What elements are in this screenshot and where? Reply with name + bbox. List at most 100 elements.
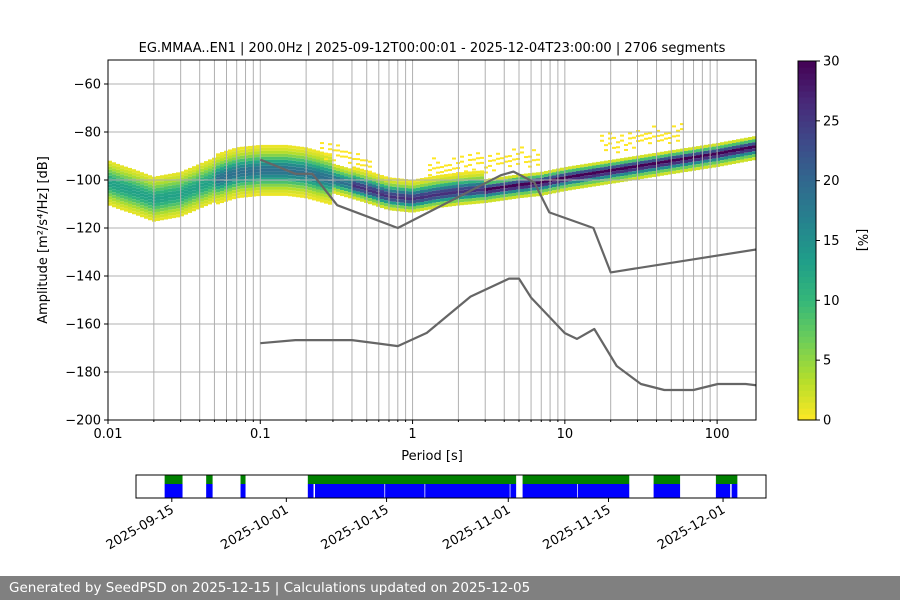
heatmap-cell <box>260 183 264 187</box>
heatmap-cell <box>656 158 660 162</box>
heatmap-cell <box>516 174 520 178</box>
heatmap-cell <box>420 202 424 206</box>
heatmap-cell <box>360 159 364 162</box>
heatmap-cell <box>108 187 112 191</box>
heatmap-cell <box>512 196 516 200</box>
heatmap-cell <box>628 171 632 175</box>
heatmap-cell <box>312 185 316 189</box>
heatmap-cell <box>256 148 260 152</box>
heatmap-cell <box>432 175 436 179</box>
heatmap-cell <box>476 194 480 198</box>
heatmap-cell <box>240 146 244 150</box>
heatmap-cell <box>388 177 392 181</box>
heatmap-cell <box>656 170 660 174</box>
heatmap-cell <box>296 185 300 189</box>
heatmap-cell <box>432 202 436 206</box>
heatmap-cell <box>340 155 344 158</box>
heatmap-cell <box>380 181 384 185</box>
heatmap-cell <box>640 163 644 167</box>
heatmap-cell <box>476 191 480 195</box>
heatmap-cell <box>124 187 128 191</box>
heatmap-cell <box>612 165 616 169</box>
heatmap-cell <box>292 166 296 170</box>
colorbar-swatch <box>798 390 816 397</box>
heatmap-cell <box>436 161 440 164</box>
heatmap-cell <box>572 177 576 181</box>
heatmap-cell <box>332 172 336 176</box>
heatmap-cell <box>300 167 304 171</box>
heatmap-cell <box>236 180 240 184</box>
heatmap-cell <box>300 179 304 183</box>
heatmap-cell <box>164 216 168 220</box>
heatmap-cell <box>448 176 452 180</box>
heatmap-cell <box>180 198 184 202</box>
heatmap-cell <box>184 202 188 206</box>
heatmap-cell <box>172 206 176 210</box>
heatmap-cell <box>648 165 652 169</box>
heatmap-cell <box>264 171 268 175</box>
heatmap-cell <box>116 205 120 209</box>
heatmap-cell <box>120 195 124 199</box>
heatmap-cell <box>364 164 368 167</box>
heatmap-cell <box>276 186 280 190</box>
heatmap-cell <box>496 152 500 155</box>
heatmap-cell <box>384 188 388 192</box>
heatmap-cell <box>656 134 660 137</box>
heatmap-cell <box>144 215 148 219</box>
heatmap-cell <box>640 166 644 170</box>
heatmap-cell <box>552 181 556 185</box>
heatmap-cell <box>328 148 332 151</box>
heatmap-cell <box>156 190 160 194</box>
heatmap-cell <box>468 186 472 190</box>
heatmap-cell <box>192 196 196 200</box>
heatmap-cell <box>480 176 484 180</box>
heatmap-cell <box>744 137 748 141</box>
heatmap-cell <box>680 157 684 161</box>
heatmap-cell <box>232 154 236 158</box>
heatmap-cell <box>160 199 164 203</box>
heatmap-cell <box>580 173 584 177</box>
heatmap-cell <box>380 205 384 209</box>
heatmap-cell <box>392 198 396 202</box>
heatmap-cell <box>440 183 444 187</box>
heatmap-cell <box>416 208 420 212</box>
heatmap-cell <box>500 197 504 201</box>
heatmap-cell <box>112 201 116 205</box>
heatmap-cell <box>236 189 240 193</box>
heatmap-cell <box>368 165 372 168</box>
heatmap-cell <box>464 183 468 187</box>
heatmap-cell <box>260 144 264 148</box>
heatmap-cell <box>496 186 500 190</box>
heatmap-cell <box>348 174 352 178</box>
heatmap-cell <box>344 185 348 189</box>
heatmap-cell <box>144 206 148 210</box>
heatmap-cell <box>228 176 232 180</box>
heatmap-cell <box>284 147 288 151</box>
heatmap-cell <box>412 194 416 198</box>
psd-heatmap <box>108 123 756 222</box>
heatmap-cell <box>648 174 652 178</box>
heatmap-cell <box>740 144 744 148</box>
heatmap-cell <box>332 166 336 170</box>
heatmap-cell <box>172 176 176 180</box>
heatmap-cell <box>600 179 604 183</box>
heatmap-cell <box>604 160 608 164</box>
heatmap-cell <box>240 170 244 174</box>
heatmap-cell <box>732 151 736 155</box>
heatmap-cell <box>600 164 604 168</box>
heatmap-cell <box>204 179 208 183</box>
heatmap-cell <box>648 159 652 163</box>
heatmap-cell <box>524 156 528 159</box>
heatmap-cell <box>552 190 556 194</box>
heatmap-cell <box>376 197 380 201</box>
heatmap-cell <box>284 171 288 175</box>
heatmap-cell <box>324 155 328 159</box>
heatmap-cell <box>176 187 180 191</box>
heatmap-cell <box>460 175 464 179</box>
heatmap-cell <box>324 167 328 171</box>
heatmap-cell <box>216 162 220 166</box>
heatmap-cell <box>184 199 188 203</box>
heatmap-cell <box>128 179 132 183</box>
heatmap-cell <box>348 183 352 187</box>
heatmap-cell <box>248 193 252 197</box>
